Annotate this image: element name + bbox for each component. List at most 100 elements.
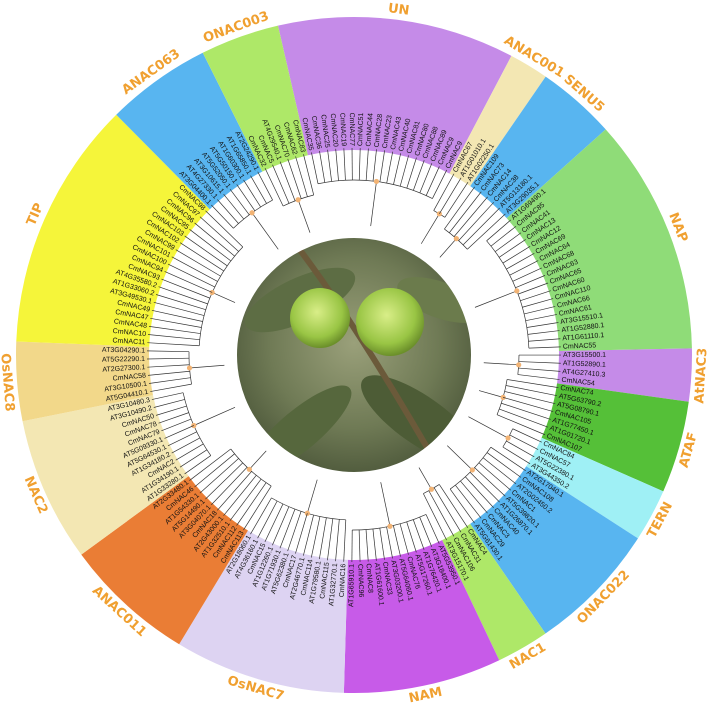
leaf-branch — [419, 517, 433, 547]
leaf-branch — [522, 298, 554, 308]
leaf-branch — [295, 156, 308, 197]
leaf-branch — [505, 385, 558, 397]
leaf-branch — [494, 232, 522, 252]
leaf-branch — [210, 466, 248, 506]
leaf-branch — [343, 519, 347, 562]
chestnut-photo — [236, 237, 472, 473]
subfamily-band-atnac3 — [557, 348, 693, 402]
leaf-branch — [147, 334, 200, 341]
clade-stem — [420, 213, 440, 244]
leaf-branch — [150, 317, 202, 328]
leaf-branch — [164, 271, 213, 293]
subfamily-band-nam — [343, 540, 500, 694]
leaf-branch — [161, 278, 210, 299]
subfamily-ring — [15, 16, 693, 694]
leaf-branch — [272, 164, 290, 204]
leaf-branch — [433, 487, 462, 533]
leaf-branch — [444, 186, 476, 230]
subfamily-label-osnac8: OsNAC8 — [0, 353, 17, 412]
leaf-branch — [189, 229, 232, 262]
leaf-label: CmNAC16 — [339, 563, 348, 597]
leaf-branch — [217, 471, 252, 511]
leaf-branch — [526, 322, 559, 328]
leaf-branch — [151, 309, 203, 322]
subfamily-band-onac003 — [202, 25, 308, 172]
leaf-branch — [303, 154, 315, 196]
leaf-branch — [499, 408, 549, 428]
leaf-branch — [449, 191, 482, 233]
clade-stem — [212, 292, 236, 303]
leaf-branch — [199, 458, 239, 494]
bootstrap-node — [516, 362, 522, 368]
leaf-branch — [458, 202, 495, 241]
clade-stem — [468, 416, 509, 439]
subfamily-label-un: UN — [387, 1, 410, 19]
leaf-branch — [428, 490, 455, 537]
leaf-branch — [264, 503, 284, 543]
leaf-branch — [211, 204, 234, 229]
leaf-branch — [515, 275, 546, 289]
leaf-label: CmNAC25 — [319, 114, 330, 148]
leaf-label: CmNAC58 — [112, 372, 146, 382]
leaf-branch — [507, 379, 559, 388]
leaf-branch — [147, 370, 190, 376]
leaf-branch — [175, 443, 204, 461]
leaf-branch — [153, 302, 205, 316]
leaf-branch — [155, 294, 206, 311]
subfamily-band-anac001 — [449, 55, 546, 187]
leaf-branch — [150, 383, 192, 392]
leaf-branch — [147, 364, 190, 368]
clade-stem — [249, 450, 267, 470]
leaf-branch — [358, 529, 361, 562]
leaf-branch — [502, 446, 531, 465]
leaf-branch — [147, 342, 200, 347]
subfamily-band-anac011 — [81, 476, 248, 645]
leaf-branch — [412, 519, 425, 550]
leaf-branch — [433, 173, 455, 211]
leaf-branch — [512, 267, 542, 282]
subfamily-band-senu5 — [470, 76, 606, 219]
leaf-branch — [453, 196, 488, 237]
leaf-branch — [205, 210, 244, 248]
leaf-branch — [147, 357, 190, 360]
leaf-branch — [379, 150, 385, 182]
leaf-label: CmNAC33 — [381, 561, 393, 595]
leaf-label: AT1G52890.1 — [563, 360, 606, 369]
leaf-branch — [386, 526, 393, 559]
leaf-branch — [243, 179, 261, 208]
leaf-label: AT1G61600.1 — [373, 562, 385, 606]
leaf-label: CmNAC8 — [365, 563, 374, 593]
leaf-branch — [444, 182, 469, 218]
leaf-branch — [465, 476, 494, 509]
clade-stem — [189, 364, 225, 369]
leaf-branch — [425, 514, 440, 544]
subfamily-label-nam: NAM — [407, 685, 443, 707]
leaf-branch — [469, 472, 500, 503]
leaf-branch — [504, 391, 556, 405]
leaf-label: CmNAC77 — [348, 113, 355, 147]
leaf-branch — [406, 521, 417, 553]
leaf-branch — [399, 523, 409, 555]
leaf-branch — [179, 242, 224, 272]
bootstrap-node — [469, 467, 475, 473]
leaf-label: CmNAC19 — [338, 113, 347, 147]
leaf-branch — [175, 249, 221, 277]
leaf-branch — [310, 516, 321, 558]
leaf-branch — [171, 437, 201, 454]
leaf-branch — [229, 478, 262, 521]
subfamily-band-onac022 — [470, 466, 638, 634]
leaf-label: AT3G15500.1 — [563, 352, 606, 359]
leaf-branch — [524, 306, 556, 315]
bootstrap-node — [186, 365, 193, 371]
leaf-branch — [194, 453, 235, 488]
leaf-branch — [272, 506, 290, 546]
leaf-branch — [158, 286, 208, 305]
bootstrap-node — [373, 178, 380, 185]
leaf-branch — [148, 377, 191, 384]
leaf-branch — [295, 513, 308, 554]
leaf-branch — [167, 431, 197, 447]
bootstrap-node — [428, 486, 435, 492]
leaf-branch — [184, 235, 228, 267]
leaf-branch — [517, 282, 549, 295]
leaf-branch — [358, 148, 361, 181]
